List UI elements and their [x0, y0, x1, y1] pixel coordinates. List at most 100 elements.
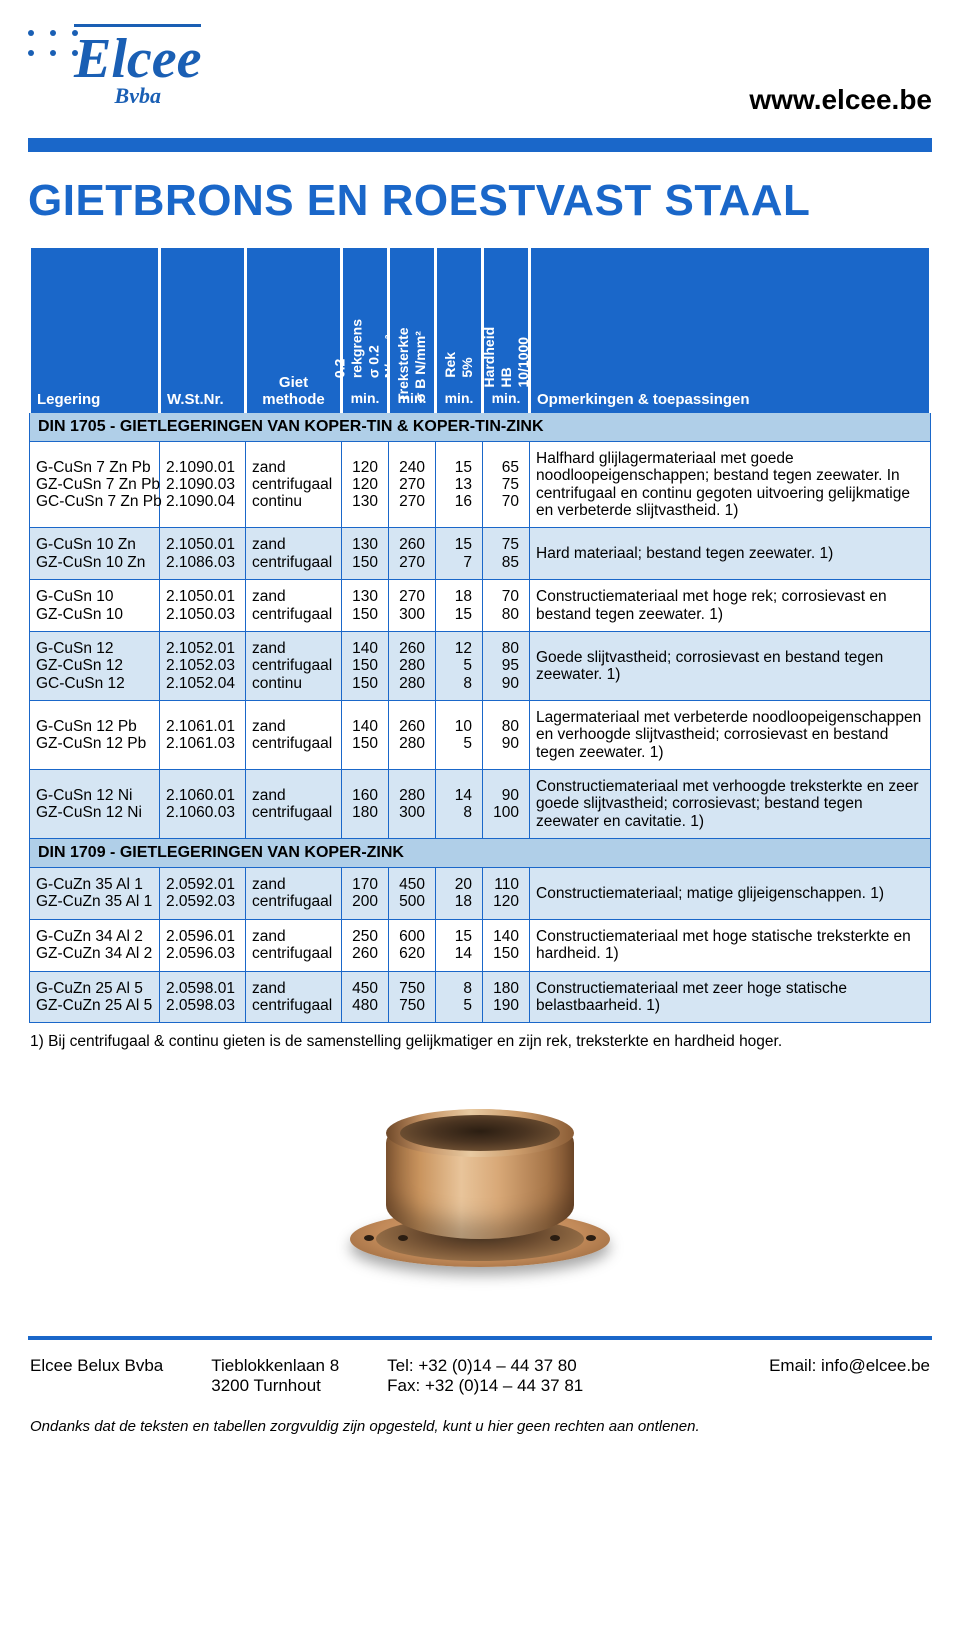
table-cell: 450480 — [342, 971, 389, 1023]
remarks-cell: Constructiemateriaal met hoge rek; corro… — [530, 580, 931, 632]
col-hardheid: Hardheid HB 10/1000 — [483, 248, 530, 388]
table-cell: 2.1052.012.1052.032.1052.04 — [160, 631, 246, 700]
table-cell: 85 — [436, 971, 483, 1023]
table-cell: 657570 — [483, 442, 530, 528]
table-cell: 250260 — [342, 919, 389, 971]
min-4: min. — [483, 388, 530, 413]
table-cell: 130150 — [342, 528, 389, 580]
brand-url: www.elcee.be — [749, 84, 932, 116]
table-cell: zandcentrifugaal — [246, 919, 342, 971]
table-cell: 1514 — [436, 919, 483, 971]
remarks-cell: Constructiemateriaal; matige glijeigensc… — [530, 868, 931, 920]
brand-logo: Elcee Bvba — [74, 24, 201, 107]
table-cell: 7080 — [483, 580, 530, 632]
disclaimer: Ondanks dat de teksten en tabellen zorgv… — [28, 1414, 932, 1445]
table-cell: 2.1050.012.1086.03 — [160, 528, 246, 580]
table-cell: 170200 — [342, 868, 389, 920]
col-legering: Legering — [30, 248, 160, 413]
table-cell: 600620 — [389, 919, 436, 971]
table-cell: 7585 — [483, 528, 530, 580]
table-cell: 2.0592.012.0592.03 — [160, 868, 246, 920]
table-cell: zandcentrifugaal — [246, 700, 342, 769]
table-cell: 151316 — [436, 442, 483, 528]
table-cell: 260280280 — [389, 631, 436, 700]
table-cell: G-CuZn 35 Al 1GZ-CuZn 35 Al 1 — [30, 868, 160, 920]
table-cell: 110120 — [483, 868, 530, 920]
table-cell: zandcentrifugaal — [246, 971, 342, 1023]
remarks-cell: Constructiemateriaal met zeer hoge stati… — [530, 971, 931, 1023]
remarks-cell: Lagermateriaal met verbeterde noodloopei… — [530, 700, 931, 769]
table-cell: 140150150 — [342, 631, 389, 700]
footer-bar — [28, 1336, 932, 1340]
table-cell: zandcentrifugaal — [246, 580, 342, 632]
table-row: G-CuZn 25 Al 5GZ-CuZn 25 Al 52.0598.012.… — [30, 971, 931, 1023]
footer-addr2: 3200 Turnhout — [211, 1376, 339, 1396]
page-title: GIETBRONS EN ROESTVAST STAAL — [28, 176, 932, 226]
table-cell: 2.1061.012.1061.03 — [160, 700, 246, 769]
remarks-cell: Halfhard glijlagermateriaal met goede no… — [530, 442, 931, 528]
table-cell: G-CuSn 10GZ-CuSn 10 — [30, 580, 160, 632]
table-cell: 130150 — [342, 580, 389, 632]
footer-email: Email: info@elcee.be — [769, 1356, 930, 1396]
col-giet: Giet methode — [246, 248, 342, 413]
table-cell: 809590 — [483, 631, 530, 700]
table-cell: G-CuZn 25 Al 5GZ-CuZn 25 Al 5 — [30, 971, 160, 1023]
remarks-cell: Goede slijtvastheid; corrosievast en bes… — [530, 631, 931, 700]
table-cell: 750750 — [389, 971, 436, 1023]
brand-name: Elcee — [74, 28, 201, 90]
table-cell: zandcentrifugaal — [246, 770, 342, 839]
table-cell: zandcentrifugaalcontinu — [246, 442, 342, 528]
table-row: G-CuSn 12 NiGZ-CuSn 12 Ni2.1060.012.1060… — [30, 770, 931, 839]
table-cell: 280300 — [389, 770, 436, 839]
table-cell: 1815 — [436, 580, 483, 632]
footer-tel: Tel: +32 (0)14 – 44 37 80 — [387, 1356, 583, 1376]
remarks-cell: Hard materiaal; bestand tegen zeewater. … — [530, 528, 931, 580]
table-cell: zandcentrifugaal — [246, 868, 342, 920]
table-row: G-CuSn 7 Zn PbGZ-CuSn 7 Zn PbGC-CuSn 7 Z… — [30, 442, 931, 528]
materials-table: Legering W.St.Nr. Giet methode 0.2 rekgr… — [28, 248, 932, 1023]
table-cell: 120120130 — [342, 442, 389, 528]
table-cell: 157 — [436, 528, 483, 580]
col-treksterkte: Treksterkte σ B N/mm² — [389, 248, 436, 388]
table-cell: zandcentrifugaal — [246, 528, 342, 580]
table-cell: 450500 — [389, 868, 436, 920]
table-cell: 260280 — [389, 700, 436, 769]
col-rek: Rek 5% — [436, 248, 483, 388]
col-rekgrens: 0.2 rekgrens σ 0.2 N/mm² — [342, 248, 389, 388]
min-1: min. — [342, 388, 389, 413]
table-cell: G-CuZn 34 Al 2GZ-CuZn 34 Al 2 — [30, 919, 160, 971]
table-cell: 90100 — [483, 770, 530, 839]
table-cell: G-CuSn 12 NiGZ-CuSn 12 Ni — [30, 770, 160, 839]
table-cell: 148 — [436, 770, 483, 839]
col-wstnr: W.St.Nr. — [160, 248, 246, 413]
page-header: Elcee Bvba www.elcee.be — [28, 24, 932, 134]
table-row: G-CuZn 34 Al 2GZ-CuZn 34 Al 22.0596.012.… — [30, 919, 931, 971]
remarks-cell: Constructiemateriaal met hoge statische … — [530, 919, 931, 971]
table-cell: 260270 — [389, 528, 436, 580]
table-cell: 8090 — [483, 700, 530, 769]
table-cell: 2.1050.012.1050.03 — [160, 580, 246, 632]
table-cell: 180190 — [483, 971, 530, 1023]
table-row: G-CuSn 10 ZnGZ-CuSn 10 Zn2.1050.012.1086… — [30, 528, 931, 580]
table-cell: 270300 — [389, 580, 436, 632]
table-cell: G-CuSn 10 ZnGZ-CuSn 10 Zn — [30, 528, 160, 580]
remarks-cell: Constructiemateriaal met verhoogde treks… — [530, 770, 931, 839]
page-footer: Elcee Belux Bvba Tieblokkenlaan 8 3200 T… — [28, 1352, 932, 1414]
table-row: G-CuSn 10GZ-CuSn 102.1050.012.1050.03zan… — [30, 580, 931, 632]
table-cell: G-CuSn 12GZ-CuSn 12GC-CuSn 12 — [30, 631, 160, 700]
table-row: G-CuZn 35 Al 1GZ-CuZn 35 Al 12.0592.012.… — [30, 868, 931, 920]
footer-company: Elcee Belux Bvba — [30, 1356, 163, 1396]
header-bar — [28, 138, 932, 152]
section-header: DIN 1709 - GIETLEGERINGEN VAN KOPER-ZINK — [30, 839, 931, 868]
footnote: 1) Bij centrifugaal & continu gieten is … — [28, 1023, 932, 1071]
table-cell: G-CuSn 12 PbGZ-CuSn 12 Pb — [30, 700, 160, 769]
table-cell: 2018 — [436, 868, 483, 920]
table-cell: 2.0596.012.0596.03 — [160, 919, 246, 971]
product-image — [28, 1071, 932, 1330]
table-cell: 2.0598.012.0598.03 — [160, 971, 246, 1023]
table-cell: 240270270 — [389, 442, 436, 528]
footer-addr1: Tieblokkenlaan 8 — [211, 1356, 339, 1376]
table-cell: G-CuSn 7 Zn PbGZ-CuSn 7 Zn PbGC-CuSn 7 Z… — [30, 442, 160, 528]
footer-fax: Fax: +32 (0)14 – 44 37 81 — [387, 1376, 583, 1396]
min-3: min. — [436, 388, 483, 413]
